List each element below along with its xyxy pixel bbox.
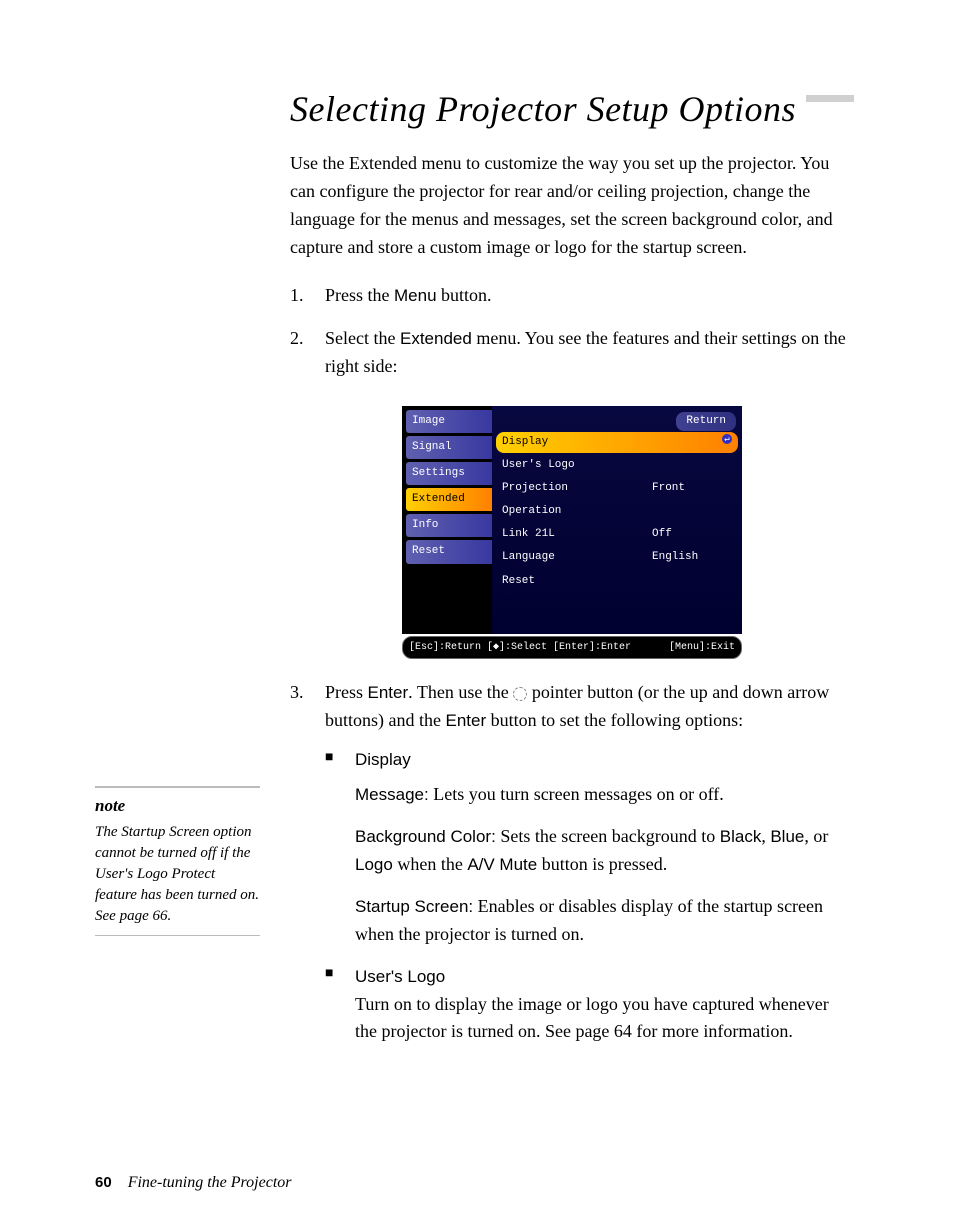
text: , or [804,826,828,846]
bullet-users-logo: ■ User's Logo Turn on to display the ima… [325,963,854,1047]
option-label: User's Logo [502,457,652,474]
intro-paragraph: Use the Extended menu to customize the w… [290,150,854,262]
note-rule [95,935,260,936]
menu-box: Image Signal Settings Extended Info Rese… [402,406,742,633]
option-language: Language English [496,547,738,568]
note-rule [95,786,260,788]
text: Press [325,682,368,702]
page-number: 60 [95,1174,112,1191]
text: , [761,826,770,846]
step-body: Select the Extended menu. You see the fe… [325,325,854,381]
footer-right: [Menu]:Exit [669,640,735,656]
option-users-logo: User's Logo [496,455,738,476]
section-title: Fine-tuning the Projector [128,1174,292,1191]
main-content: Use the Extended menu to customize the w… [290,150,854,1070]
menu-tabs: Image Signal Settings Extended Info Rese… [402,406,492,633]
bullet-body: User's Logo Turn on to display the image… [355,963,854,1047]
bullet-glyph: ■ [325,747,355,773]
bullet-label: Display [355,747,854,773]
menu-panel: Return Display ↵ User's Logo Projection … [492,406,742,633]
option-value: English [652,549,732,566]
enter-term: Enter [368,683,409,702]
menu-screenshot: Image Signal Settings Extended Info Rese… [402,406,742,659]
step-2: 2. Select the Extended menu. You see the… [290,325,854,381]
page-heading: Selecting Projector Setup Options [290,88,806,130]
tab-image: Image [406,410,492,433]
tab-reset: Reset [406,540,492,563]
option-label: Reset [502,573,652,590]
tab-extended: Extended [406,488,492,511]
text: when the [393,854,467,874]
users-logo-term: User's Logo [355,967,445,986]
option-operation: Operation [496,501,738,522]
background-paragraph: Background Color: Sets the screen backgr… [355,823,854,879]
message-term: Message: [355,785,429,804]
page-footer: 60 Fine-tuning the Projector [95,1174,292,1192]
tab-signal: Signal [406,436,492,459]
option-value: Off [652,526,732,543]
note-title: note [95,794,260,818]
option-label: Link 21L [502,526,652,543]
return-button: Return [676,412,736,431]
option-value [652,573,732,590]
text: Sets the screen background to [496,826,720,846]
step-body: Press Enter. Then use the pointer button… [325,679,854,1054]
text: Lets you turn screen messages on or off. [429,784,724,804]
text: button is pressed. [537,854,667,874]
text: . Then use the [408,682,513,702]
tab-settings: Settings [406,462,492,485]
step-number: 2. [290,325,325,381]
note-body: The Startup Screen option cannot be turn… [95,822,260,927]
bullet-glyph: ■ [325,963,355,1047]
option-reset: Reset [496,571,738,592]
avmute-term: A/V Mute [467,855,537,874]
startup-term: Startup Screen: [355,897,473,916]
step-3: 3. Press Enter. Then use the pointer but… [290,679,854,1054]
message-paragraph: Message: Lets you turn screen messages o… [355,781,854,809]
option-label: Operation [502,503,652,520]
option-value [652,503,732,520]
step-body: Press the Menu button. [325,282,854,310]
footer-left: [Esc]:Return [◆]:Select [Enter]:Enter [409,640,631,656]
option-label: Projection [502,480,652,497]
menu-term: Menu [394,286,437,305]
text: Press the [325,285,394,305]
extended-term: Extended [400,329,472,348]
option-projection: Projection Front [496,478,738,499]
bullet-display: ■ Display [325,747,854,773]
option-link21l: Link 21L Off [496,524,738,545]
option-label: Language [502,549,652,566]
startup-paragraph: Startup Screen: Enables or disables disp… [355,893,854,949]
text: button. [437,285,492,305]
text: Select the [325,328,400,348]
step-1: 1. Press the Menu button. [290,282,854,310]
menu-footer: [Esc]:Return [◆]:Select [Enter]:Enter [M… [402,636,742,660]
option-value [652,457,732,474]
option-display: Display ↵ [496,432,738,453]
logo-term: Logo [355,855,393,874]
option-label: Display [502,434,722,451]
pointer-icon [513,687,527,701]
blue-term: Blue [770,827,804,846]
note-block: note The Startup Screen option cannot be… [95,786,260,936]
text: button to set the following options: [486,710,743,730]
step-number: 3. [290,679,325,1054]
enter-icon: ↵ [722,434,732,444]
enter-term: Enter [445,711,486,730]
text: Turn on to display the image or logo you… [355,994,829,1042]
bgcolor-term: Background Color: [355,827,496,846]
black-term: Black [720,827,762,846]
step-number: 1. [290,282,325,310]
tab-info: Info [406,514,492,537]
option-value: Front [652,480,732,497]
